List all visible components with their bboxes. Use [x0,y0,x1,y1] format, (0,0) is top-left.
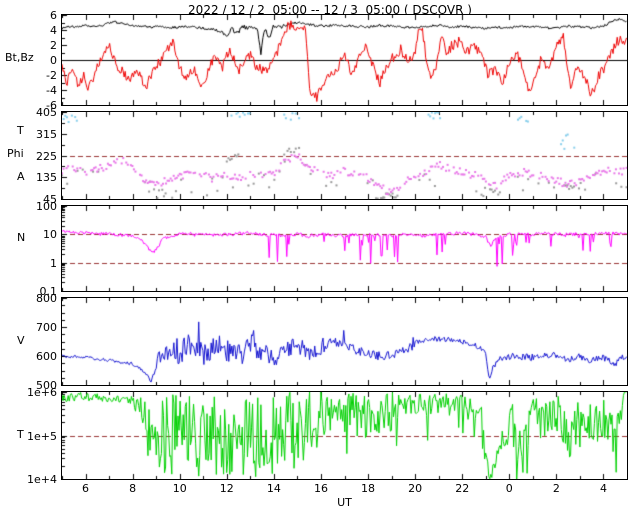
y-tick-label: -2 [46,69,57,82]
panel-bt-bz [61,14,628,106]
panel-phi [61,111,628,200]
y-tick-label: -4 [46,84,57,97]
y-axis-label-density: N [17,231,26,244]
y-tick-label: 0 [50,54,57,67]
y-tick-label: 700 [36,321,57,334]
y-axis-label-a: A [17,170,25,183]
y-tick-label: 800 [36,292,57,305]
y-tick-label: 225 [36,149,57,163]
y-tick-label: 0.1 [39,285,58,298]
panel-density [61,205,628,292]
y-axis-label-bt-bz: Bt,Bz [5,51,34,64]
y-tick-label: 1e+6 [27,386,57,399]
y-tick-label: 1e+4 [27,473,57,486]
x-axis-label: UT [337,496,352,509]
y-tick-label: 1e+5 [27,429,57,443]
x-tick-label: 18 [361,482,376,495]
temperature-plot-canvas [62,392,627,479]
y-tick-label: 100 [36,200,57,213]
x-tick-label: 14 [266,482,281,495]
y-tick-label: 6 [50,9,57,22]
y-tick-label: 1 [50,256,57,270]
x-tick-label: 6 [82,482,90,495]
y-tick-label: 405 [36,106,57,119]
x-tick-label: 20 [408,482,423,495]
y-tick-label: 500 [36,379,57,392]
x-tick-labels: 6 8 10 12 14 16 18 20 22 0 2 4 [0,482,640,495]
y-axis-label-phi: Phi [7,147,24,160]
y-tick-label: -6 [46,99,57,112]
x-tick-label: 10 [172,482,187,495]
y-tick-label: 135 [36,171,57,185]
y-tick-label: 315 [36,127,57,141]
x-tick-label: 8 [129,482,137,495]
y-axis-label-temperature: T [17,428,24,441]
y-tick-label: 4 [50,24,57,37]
velocity-plot-canvas [62,298,627,385]
x-tick-label: 2 [552,482,560,495]
x-tick-label: 16 [313,482,328,495]
y-tick-label: 10 [43,228,57,242]
y-tick-label: 2 [50,39,57,52]
panel-velocity [61,297,628,386]
x-tick-label: 22 [455,482,470,495]
y-tick-label: 45 [43,193,57,206]
y-axis-label-velocity: V [17,334,25,347]
x-tick-label: 12 [219,482,234,495]
density-plot-canvas [62,206,627,291]
bt-bz-plot-canvas [62,15,627,105]
x-tick-label: 0 [505,482,513,495]
y-tick-label: 600 [36,350,57,363]
phi-plot-canvas [62,112,627,199]
x-tick-label: 4 [599,482,607,495]
y-axis-label-temperature-dots: T [17,124,24,137]
panel-temperature [61,391,628,480]
plot-title: 2022 / 12 / 2 05:00 -- 12 / 3 05:00 ( DS… [188,3,472,17]
